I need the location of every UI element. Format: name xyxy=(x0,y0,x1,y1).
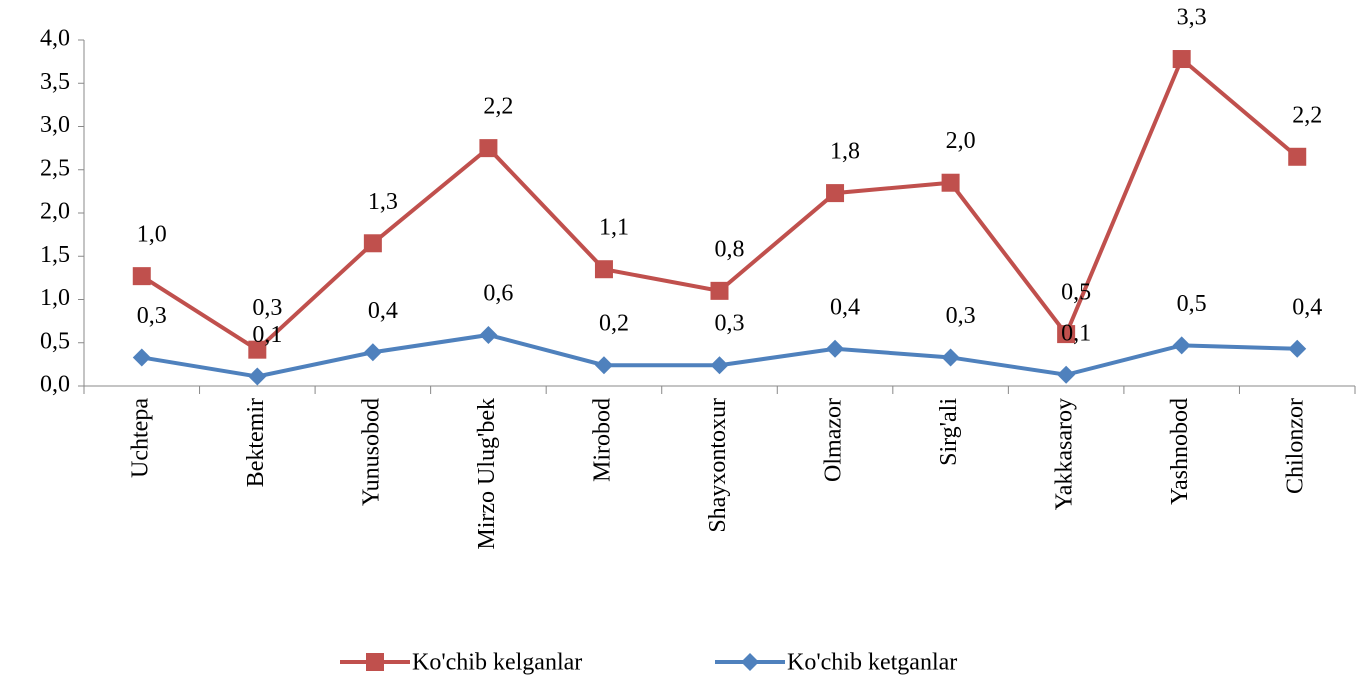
point-label: 0,3 xyxy=(946,303,976,329)
point-label: 0,1 xyxy=(252,322,282,348)
x-tick-label: Bektemir xyxy=(243,398,269,487)
point-label: 3,3 xyxy=(1177,5,1207,31)
point-label: 0,4 xyxy=(830,294,860,320)
x-tick-label: Yunusobod xyxy=(358,398,384,506)
point-label: 1,0 xyxy=(137,222,167,248)
x-tick-label: Sirg'ali xyxy=(936,398,962,466)
point-label: 1,3 xyxy=(368,189,398,215)
data-point xyxy=(132,348,151,367)
y-tick-label: 0,0 xyxy=(40,372,70,398)
point-label: 1,1 xyxy=(599,215,629,241)
point-label: 1,8 xyxy=(830,139,860,165)
data-point xyxy=(941,173,960,192)
data-point xyxy=(248,367,267,386)
data-point xyxy=(479,139,498,158)
point-label: 2,0 xyxy=(946,128,976,154)
data-point xyxy=(248,340,267,359)
point-label: 0,4 xyxy=(368,298,398,324)
x-tick-label: Yashnobod xyxy=(1167,398,1193,505)
data-point xyxy=(826,339,845,358)
data-point xyxy=(710,281,729,300)
x-tick-label: Shayxontoxur xyxy=(705,398,731,533)
data-point xyxy=(594,260,613,279)
data-point xyxy=(826,184,845,203)
y-tick-label: 3,0 xyxy=(40,112,70,138)
point-label: 0,3 xyxy=(252,295,282,321)
point-label: 0,5 xyxy=(1177,291,1207,317)
point-label: 0,6 xyxy=(483,280,513,306)
data-point xyxy=(1057,325,1076,344)
x-tick-label: Yakkasaroy xyxy=(1052,398,1078,510)
point-label: 0,2 xyxy=(599,311,629,337)
data-point xyxy=(1057,365,1076,384)
legend-label: Ko'chib ketganlar xyxy=(787,650,957,676)
data-point xyxy=(941,348,960,367)
x-tick-label: Mirobod xyxy=(589,398,615,482)
y-tick-label: 2,5 xyxy=(40,155,70,181)
point-label: 0,8 xyxy=(715,236,745,262)
data-point xyxy=(132,267,151,286)
y-tick-label: 3,5 xyxy=(40,69,70,95)
point-label: 0,1 xyxy=(1061,320,1091,346)
y-tick-label: 4,0 xyxy=(40,26,70,52)
point-label: 0,3 xyxy=(137,303,167,329)
y-tick-label: 0,5 xyxy=(40,328,70,354)
series-line xyxy=(140,55,1299,353)
point-label: 2,2 xyxy=(1292,102,1322,128)
point-label: 2,2 xyxy=(483,94,513,120)
data-point xyxy=(1288,147,1307,166)
data-point xyxy=(1288,339,1307,358)
data-point xyxy=(363,343,382,362)
y-tick-label: 1,0 xyxy=(40,285,70,311)
y-tick-label: 2,0 xyxy=(40,199,70,225)
legend-marker xyxy=(366,653,384,671)
x-tick-label: Uchtepa xyxy=(127,398,153,478)
x-tick-label: Olmazor xyxy=(821,398,847,482)
legend-marker xyxy=(741,653,759,671)
point-label: 0,5 xyxy=(1061,280,1091,306)
x-tick-label: Mirzo Ulug'bek xyxy=(474,398,500,550)
data-point xyxy=(1172,50,1191,69)
data-point xyxy=(479,325,498,344)
data-point xyxy=(1172,336,1191,355)
data-point xyxy=(710,356,729,375)
y-tick-label: 1,5 xyxy=(40,242,70,268)
data-point xyxy=(594,356,613,375)
data-point xyxy=(363,234,382,253)
point-label: 0,4 xyxy=(1292,294,1322,320)
legend-label: Ko'chib kelganlar xyxy=(412,650,582,676)
point-label: 0,3 xyxy=(715,311,745,337)
x-tick-label: Chilonzor xyxy=(1283,398,1309,494)
